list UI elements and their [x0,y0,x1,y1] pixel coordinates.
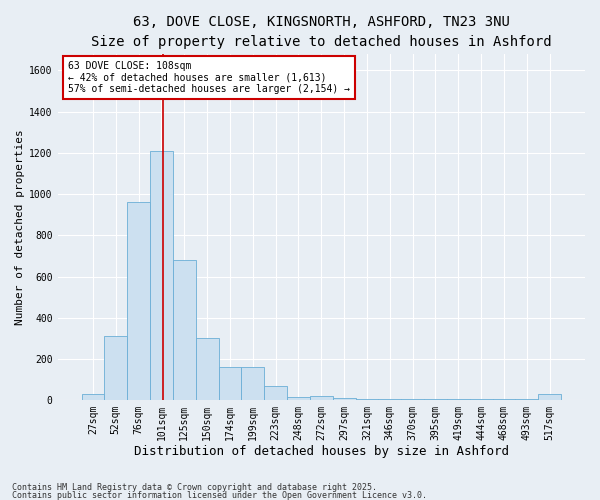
Bar [332,398,356,400]
Bar [424,399,447,400]
X-axis label: Distribution of detached houses by size in Ashford: Distribution of detached houses by size … [134,444,509,458]
Bar [470,399,493,400]
Bar [379,399,401,400]
Text: Contains public sector information licensed under the Open Government Licence v3: Contains public sector information licen… [12,490,427,500]
Bar [173,260,196,400]
Bar [196,338,218,400]
Bar [241,367,264,400]
Bar [515,399,538,400]
Bar [287,397,310,400]
Bar [538,394,561,400]
Bar [310,396,332,400]
Bar [218,367,241,400]
Text: Contains HM Land Registry data © Crown copyright and database right 2025.: Contains HM Land Registry data © Crown c… [12,484,377,492]
Bar [150,150,173,400]
Y-axis label: Number of detached properties: Number of detached properties [15,129,25,325]
Bar [264,386,287,400]
Bar [401,399,424,400]
Bar [447,399,470,400]
Bar [82,394,104,400]
Title: 63, DOVE CLOSE, KINGSNORTH, ASHFORD, TN23 3NU
Size of property relative to detac: 63, DOVE CLOSE, KINGSNORTH, ASHFORD, TN2… [91,15,551,48]
Bar [127,202,150,400]
Bar [493,399,515,400]
Text: 63 DOVE CLOSE: 108sqm
← 42% of detached houses are smaller (1,613)
57% of semi-d: 63 DOVE CLOSE: 108sqm ← 42% of detached … [68,61,350,94]
Bar [356,399,379,400]
Bar [104,336,127,400]
